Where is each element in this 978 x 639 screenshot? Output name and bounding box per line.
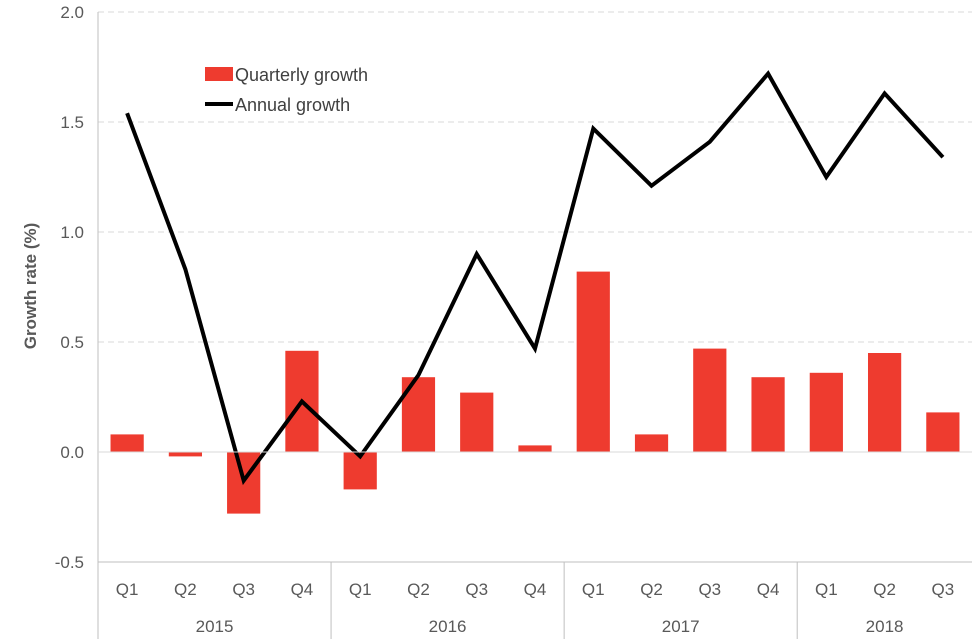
annual-growth-line bbox=[125, 70, 945, 486]
x-tick-label: Q2 bbox=[174, 580, 197, 599]
bar bbox=[110, 434, 144, 452]
legend-label-quarterly: Quarterly growth bbox=[235, 65, 368, 85]
bar bbox=[460, 392, 494, 452]
bar bbox=[634, 434, 669, 452]
x-tick-label: Q2 bbox=[873, 580, 896, 599]
bar bbox=[809, 372, 843, 452]
year-label: 2016 bbox=[429, 617, 467, 636]
y-axis-label: Growth rate (%) bbox=[21, 223, 40, 350]
x-tick-label: Q4 bbox=[291, 580, 314, 599]
bar bbox=[693, 348, 727, 452]
x-tick-label: Q3 bbox=[465, 580, 488, 599]
y-tick-label: 0.5 bbox=[60, 333, 84, 352]
x-tick-label: Q1 bbox=[582, 580, 605, 599]
x-tick-label: Q1 bbox=[815, 580, 838, 599]
year-label: 2015 bbox=[196, 617, 234, 636]
x-tick-label: Q3 bbox=[232, 580, 255, 599]
x-tick-labels: Q1 Q2 Q3 Q4 Q1 Q2 Q3 Q4 Q1 Q2 Q3 Q4 Q1 Q2 Q3 2015 2016 20… bbox=[116, 580, 954, 636]
bar bbox=[751, 377, 785, 452]
legend-swatch-quarterly bbox=[205, 67, 233, 81]
bar bbox=[867, 353, 902, 452]
y-tick-label: -0.5 bbox=[55, 553, 84, 572]
year-label: 2018 bbox=[866, 617, 904, 636]
x-tick-label: Q3 bbox=[932, 580, 955, 599]
y-tick-label: 0.0 bbox=[60, 443, 84, 462]
x-tick-label: Q2 bbox=[407, 580, 430, 599]
x-tick-label: Q1 bbox=[116, 580, 139, 599]
y-tick-label: 2.0 bbox=[60, 3, 84, 22]
x-tick-label: Q2 bbox=[640, 580, 663, 599]
x-tick-label: Q1 bbox=[349, 580, 372, 599]
x-tick-label: Q3 bbox=[698, 580, 721, 599]
axes bbox=[97, 12, 972, 639]
legend-label-annual: Annual growth bbox=[235, 95, 350, 115]
quarterly-growth-bars bbox=[110, 271, 960, 514]
x-tick-label: Q4 bbox=[757, 580, 780, 599]
x-tick-label: Q4 bbox=[524, 580, 547, 599]
bar bbox=[926, 412, 960, 452]
bar bbox=[518, 445, 552, 452]
bar bbox=[168, 452, 203, 457]
bar bbox=[576, 271, 610, 452]
annual-growth-line-group bbox=[125, 70, 945, 486]
y-tick-label: 1.5 bbox=[60, 113, 84, 132]
legend: Quarterly growth Annual growth bbox=[205, 65, 368, 115]
y-tick-labels: -0.5 0.0 0.5 1.0 1.5 2.0 bbox=[55, 3, 84, 572]
y-tick-label: 1.0 bbox=[60, 223, 84, 242]
year-label: 2017 bbox=[662, 617, 700, 636]
